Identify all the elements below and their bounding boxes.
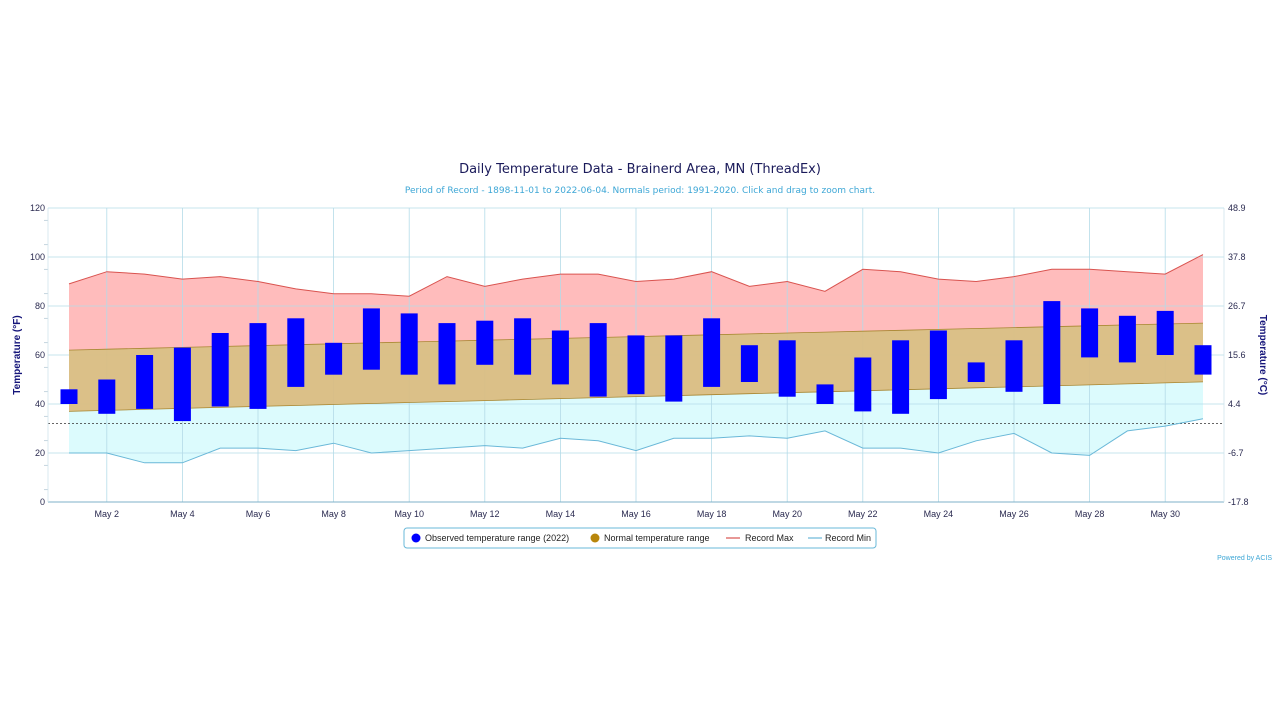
grid-lines — [44, 207, 1224, 503]
observed-bar[interactable] — [173, 347, 191, 422]
y2-tick-label: 26.7 — [1228, 301, 1246, 311]
legend-normal-label[interactable]: Normal temperature range — [604, 533, 710, 543]
legend-recordmin-label[interactable]: Record Min — [825, 533, 871, 543]
y-tick-label: 20 — [35, 448, 45, 458]
x-tick-label: May 8 — [321, 509, 346, 519]
x-tick-label: May 4 — [170, 509, 195, 519]
observed-bar[interactable] — [211, 333, 229, 407]
x-tick-label: May 14 — [546, 509, 576, 519]
legend-normal-marker — [590, 533, 600, 543]
y2-tick-label: 4.4 — [1228, 399, 1241, 409]
observed-bar[interactable] — [1118, 315, 1136, 363]
x-tick-label: May 26 — [999, 509, 1029, 519]
observed-bar[interactable] — [816, 384, 834, 404]
observed-bar[interactable] — [589, 323, 607, 397]
observed-bars — [60, 301, 1212, 422]
credit-link[interactable]: Powered by ACIS — [1217, 555, 1272, 562]
observed-bar[interactable] — [60, 389, 78, 404]
y2-tick-label: -17.8 — [1228, 497, 1249, 507]
legend-recordmax-label[interactable]: Record Max — [745, 533, 794, 543]
x-tick-label: May 28 — [1075, 509, 1105, 519]
observed-bar[interactable] — [551, 330, 569, 385]
observed-bar[interactable] — [740, 345, 758, 382]
legend-observed-marker — [411, 533, 421, 543]
observed-bar[interactable] — [249, 323, 267, 409]
observed-bar[interactable] — [854, 357, 872, 412]
axes: 0 20 40 60 80 100 120 -17.8 -6.7 4.4 15.6 26.7 37.8 4… — [30, 203, 1249, 519]
y2-tick-label: 15.6 — [1228, 350, 1246, 360]
x-tick-label: May 18 — [697, 509, 727, 519]
x-tick-label: May 30 — [1150, 509, 1180, 519]
observed-bar[interactable] — [1005, 340, 1023, 392]
y-tick-label: 0 — [40, 497, 45, 507]
y-tick-label: 80 — [35, 301, 45, 311]
observed-bar[interactable] — [703, 318, 721, 387]
observed-bar[interactable] — [892, 340, 910, 414]
observed-bar[interactable] — [1194, 345, 1212, 375]
y2-tick-label: -6.7 — [1228, 448, 1244, 458]
observed-bar[interactable] — [1081, 308, 1099, 358]
x-tick-label: May 20 — [772, 509, 802, 519]
observed-bar[interactable] — [438, 323, 456, 385]
observed-bar[interactable] — [967, 362, 985, 382]
observed-bar[interactable] — [929, 330, 947, 400]
observed-bar[interactable] — [1156, 310, 1174, 355]
observed-bar[interactable] — [98, 379, 116, 414]
y-axis-label: Temperature (°F) — [12, 315, 23, 394]
observed-bar[interactable] — [325, 342, 343, 375]
observed-bar[interactable] — [665, 335, 683, 402]
observed-bar[interactable] — [476, 320, 494, 365]
y-tick-label: 120 — [30, 203, 45, 213]
y2-tick-label: 37.8 — [1228, 252, 1246, 262]
y-tick-label: 40 — [35, 399, 45, 409]
observed-bar[interactable] — [136, 355, 154, 409]
legend: Observed temperature range (2022) Normal… — [403, 527, 877, 549]
x-tick-label: May 22 — [848, 509, 878, 519]
observed-bar[interactable] — [778, 340, 796, 397]
y-tick-label: 100 — [30, 252, 45, 262]
observed-bar[interactable] — [627, 335, 645, 395]
x-tick-label: May 16 — [621, 509, 651, 519]
x-tick-label: May 12 — [470, 509, 500, 519]
legend-observed-label[interactable]: Observed temperature range (2022) — [425, 533, 569, 543]
x-tick-label: May 2 — [95, 509, 120, 519]
x-tick-label: May 6 — [246, 509, 271, 519]
observed-bar[interactable] — [1043, 301, 1061, 404]
x-tick-label: May 10 — [394, 509, 424, 519]
legend-box — [403, 527, 877, 549]
chart-title: Daily Temperature Data - Brainerd Area, … — [459, 162, 821, 177]
observed-bar[interactable] — [362, 308, 380, 370]
observed-bar[interactable] — [400, 313, 418, 375]
y2-axis-label: Temperature (°C) — [1257, 315, 1268, 396]
record-min-line — [69, 418, 1204, 464]
record-lines — [68, 254, 1204, 464]
x-tick-label: May 24 — [924, 509, 954, 519]
chart-subtitle: Period of Record - 1898-11-01 to 2022-06… — [405, 186, 875, 196]
record-max-line — [68, 254, 1204, 297]
observed-bar[interactable] — [514, 318, 532, 375]
y-tick-label: 60 — [35, 350, 45, 360]
observed-bar[interactable] — [287, 318, 305, 387]
y2-tick-label: 48.9 — [1228, 203, 1246, 213]
